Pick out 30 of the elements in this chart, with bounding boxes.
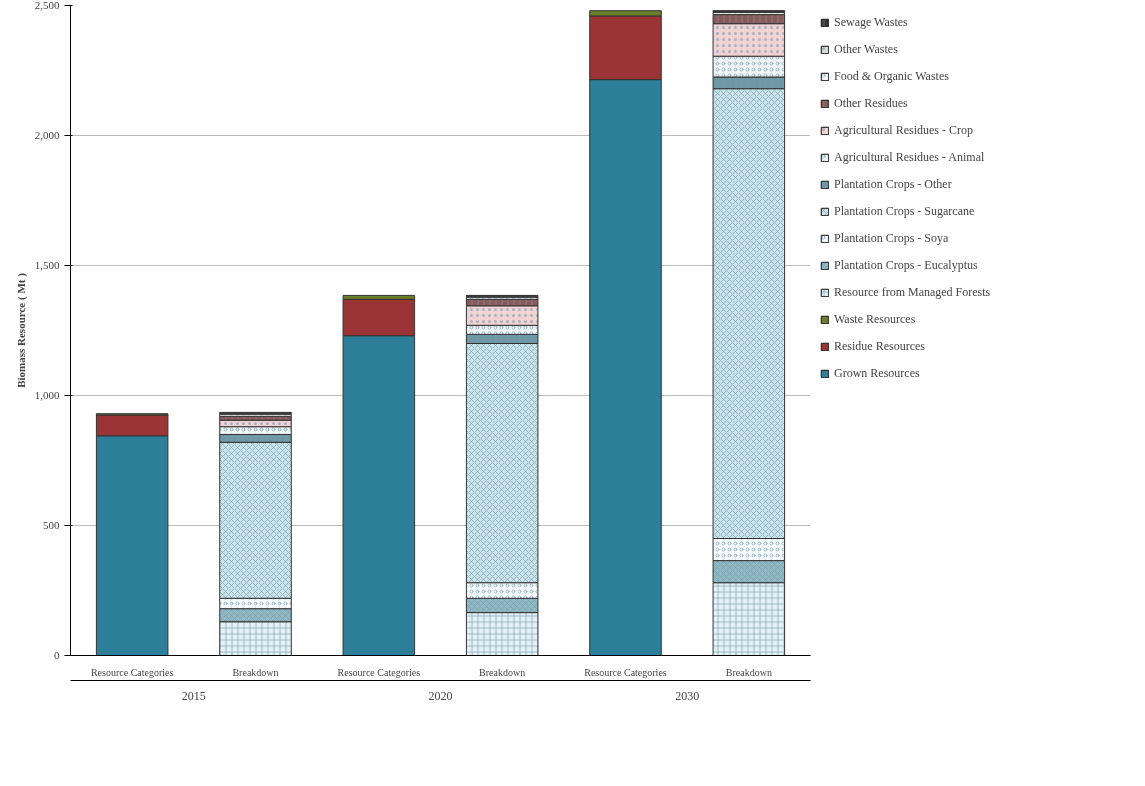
y-axis-title: Biomass Resource ( Mt ) xyxy=(14,272,28,388)
text: 2030 xyxy=(675,688,700,703)
x-tick-label: Breakdown xyxy=(725,666,772,678)
legend-label: Sewage Wastes xyxy=(834,15,908,30)
legend-label: Plantation Crops - Eucalyptus xyxy=(834,258,978,273)
legend-label: Residue Resources xyxy=(834,339,925,354)
legend-label: Waste Resources xyxy=(834,312,916,327)
x-tick-label: Resource Categories xyxy=(90,666,174,678)
legend-label: Other Residues xyxy=(834,96,908,111)
legend-label: Grown Resources xyxy=(834,366,920,381)
y-tick-label: 500 xyxy=(43,519,60,531)
legend-label: Plantation Crops - Other xyxy=(834,177,952,192)
legend-label: Other Wastes xyxy=(834,42,898,57)
legend-label: Food & Organic Wastes xyxy=(834,69,949,84)
y-tick-label: 0 xyxy=(54,649,60,661)
x-tick-label: Resource Categories xyxy=(337,666,421,678)
text: 2020 xyxy=(428,688,453,703)
x-tick-label: Resource Categories xyxy=(584,666,667,678)
legend-label: Plantation Crops - Sugarcane xyxy=(834,204,975,219)
y-tick-label: 2,500 xyxy=(34,0,60,11)
x-tick-label: Breakdown xyxy=(232,666,279,678)
x-tick-label: Breakdown xyxy=(479,666,526,678)
legend-label: Agricultural Residues - Crop xyxy=(834,123,973,138)
legend-label: Agricultural Residues - Animal xyxy=(834,150,985,165)
y-tick-label: 2,000 xyxy=(34,129,60,141)
text: 2015 xyxy=(181,688,206,703)
legend-label: Resource from Managed Forests xyxy=(834,285,991,300)
y-tick-label: 1,500 xyxy=(34,259,60,271)
y-tick-label: 1,000 xyxy=(34,389,60,401)
legend-label: Plantation Crops - Soya xyxy=(834,231,949,246)
